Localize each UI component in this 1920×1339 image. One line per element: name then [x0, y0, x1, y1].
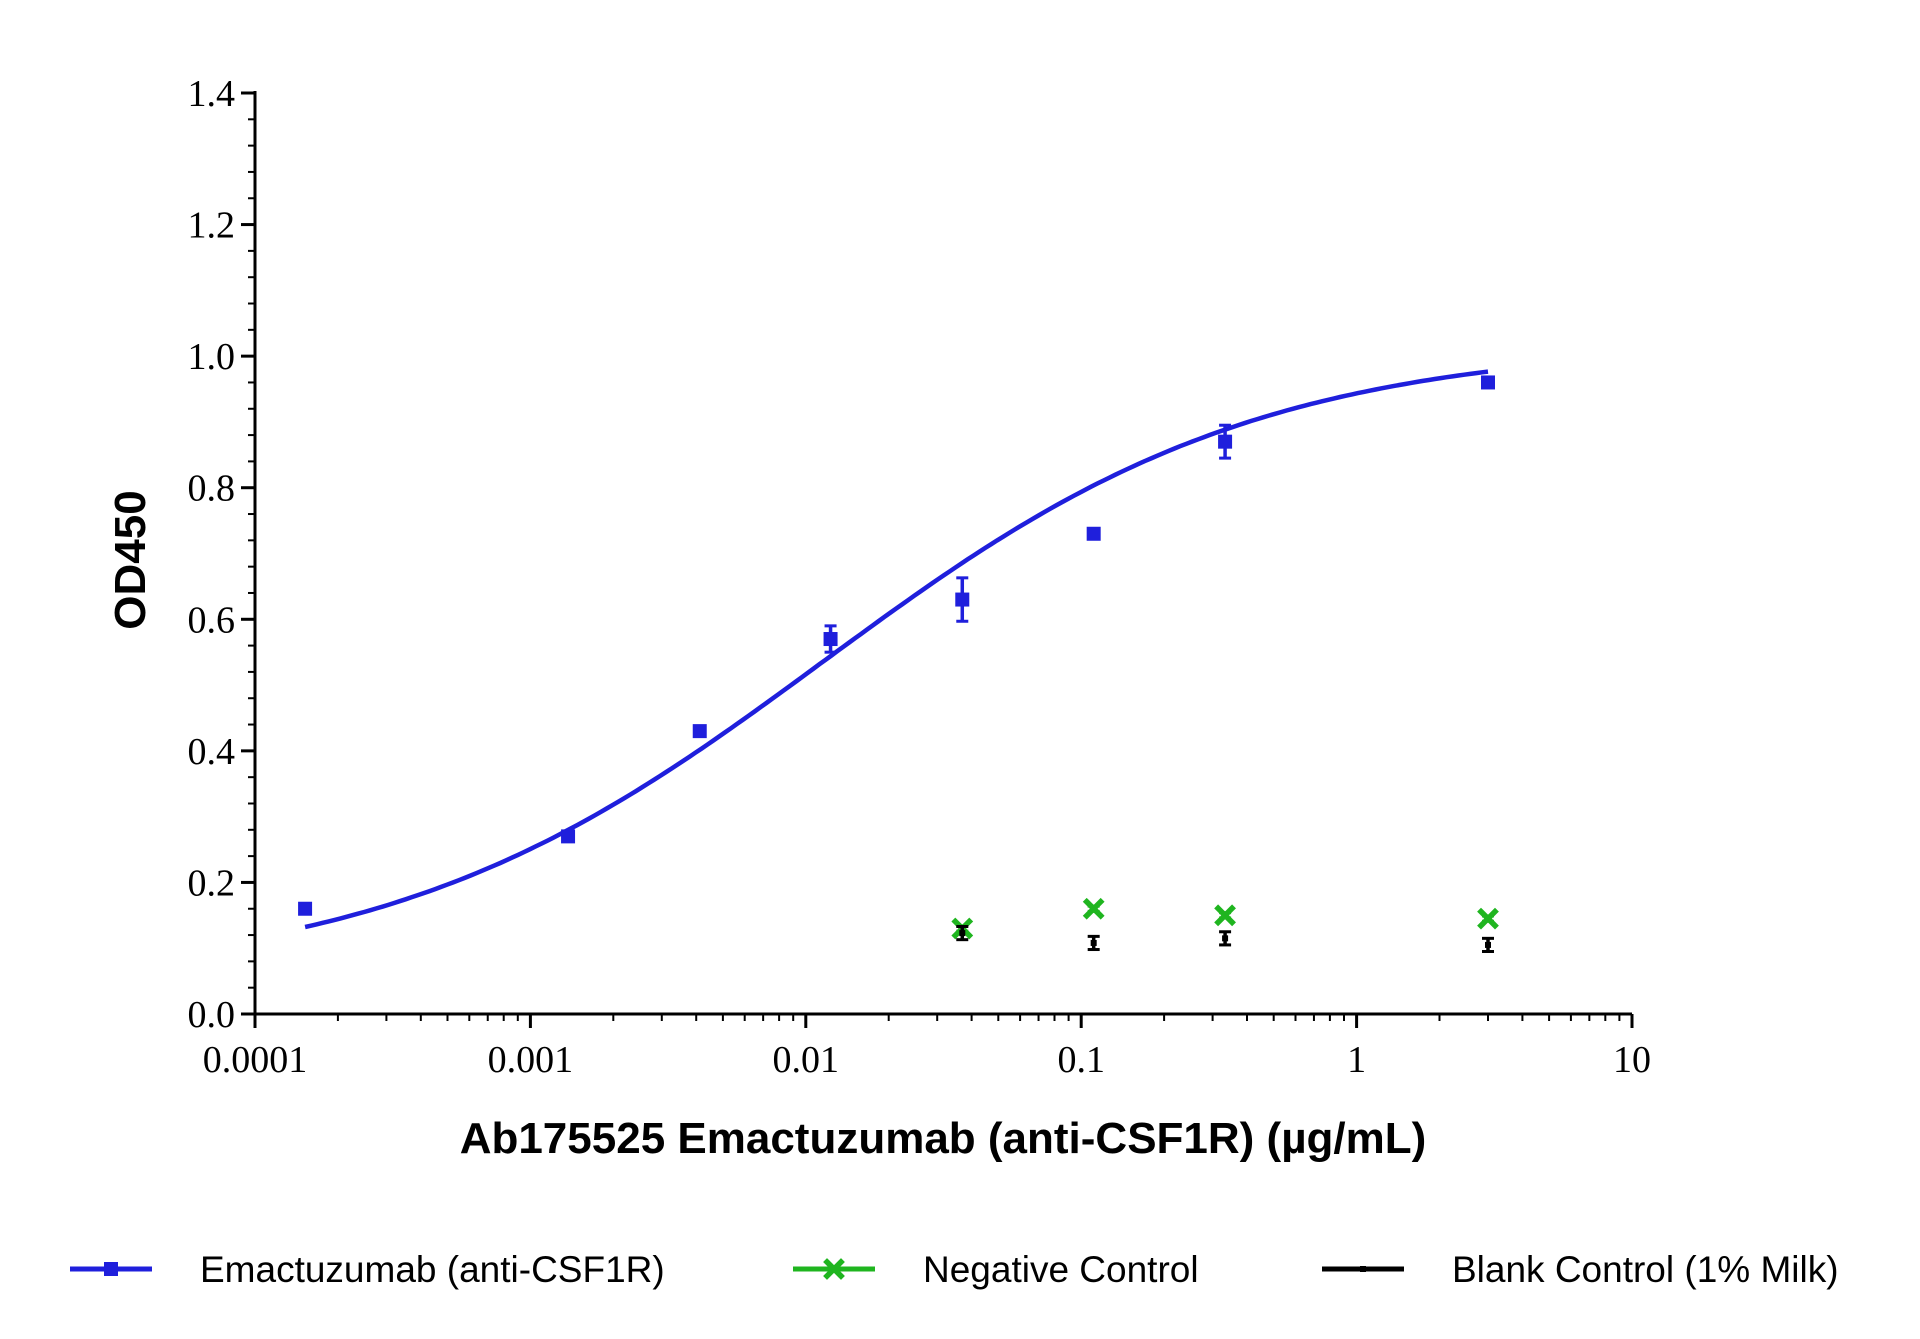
- legend-item-2: Blank Control (1% Milk): [1322, 1249, 1839, 1290]
- dash-marker: [1090, 939, 1097, 946]
- legend: Emactuzumab (anti-CSF1R) Negative Control…: [70, 1249, 1839, 1290]
- square-marker: [298, 901, 313, 916]
- x-axis-title: Ab175525 Emactuzumab (anti-CSF1R) (µg/mL…: [460, 1114, 1427, 1163]
- y-tick-label: 0.0: [188, 994, 236, 1036]
- data-marks: [298, 375, 1499, 954]
- y-tick-label: 1.2: [188, 205, 236, 247]
- y-tick-label: 1.4: [188, 73, 236, 115]
- dash-marker: [1484, 941, 1491, 948]
- fit-curves: [304, 369, 1489, 930]
- x-tick-label: 0.0001: [203, 1039, 308, 1081]
- legend-label: Emactuzumab (anti-CSF1R): [200, 1249, 665, 1290]
- x-marker: [1477, 907, 1499, 930]
- square-marker: [955, 592, 970, 607]
- legend-label: Negative Control: [923, 1249, 1199, 1290]
- square-marker: [692, 724, 707, 739]
- x-marker: [823, 1258, 845, 1280]
- x-tick-label: 0.1: [1057, 1039, 1105, 1081]
- x-tick-label: 0.01: [773, 1039, 840, 1081]
- x-tick-label: 10: [1613, 1039, 1651, 1081]
- y-axis-title: OD450: [106, 490, 155, 629]
- dash-marker: [1360, 1266, 1366, 1272]
- square-marker: [823, 632, 838, 647]
- square-marker: [1480, 375, 1495, 390]
- axes: 0.0 0.2 0.4 0.6 0.8 1.0 1.2 1.4 0.0001 0.001 0.01 0…: [188, 73, 1652, 1081]
- y-tick-label: 1.0: [188, 336, 236, 378]
- square-marker: [104, 1262, 118, 1276]
- dash-marker: [959, 930, 966, 937]
- y-tick-label: 0.4: [188, 731, 236, 773]
- x-tick-label: 1: [1347, 1039, 1366, 1081]
- y-tick-label: 0.6: [188, 599, 236, 641]
- legend-label: Blank Control (1% Milk): [1452, 1249, 1839, 1290]
- y-tick-label: 0.2: [188, 862, 236, 904]
- square-marker: [561, 829, 576, 844]
- series-2: [956, 925, 1494, 954]
- square-marker: [1086, 526, 1101, 541]
- y-tick-label: 0.8: [188, 468, 236, 510]
- legend-item-1: Negative Control: [793, 1249, 1199, 1290]
- fit-curve: [304, 369, 1489, 930]
- legend-item-0: Emactuzumab (anti-CSF1R): [70, 1249, 665, 1290]
- dash-marker: [1222, 935, 1229, 942]
- x-marker: [1214, 904, 1236, 927]
- x-marker: [1082, 897, 1105, 920]
- x-tick-label: 0.001: [488, 1039, 574, 1081]
- square-marker: [1218, 434, 1233, 449]
- series-0: [298, 375, 1495, 916]
